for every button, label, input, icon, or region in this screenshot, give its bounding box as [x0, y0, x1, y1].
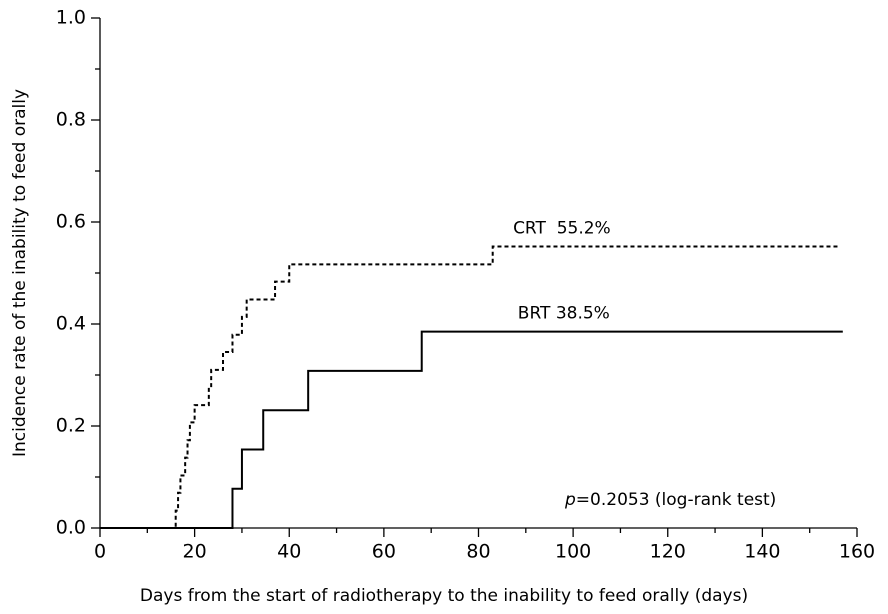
x-axis-title: Days from the start of radiotherapy to t…	[140, 586, 748, 606]
step-line	[100, 330, 843, 529]
step-line	[100, 245, 839, 529]
y-tick-label: 0.4	[56, 313, 86, 335]
y-tick-label: 0.6	[56, 211, 86, 233]
x-tick-label: 40	[277, 541, 301, 563]
x-tick-label: 120	[650, 541, 686, 563]
y-tick-label: 1.0	[56, 7, 86, 29]
x-tick-label: 80	[466, 541, 490, 563]
x-tick-label: 140	[744, 541, 780, 563]
y-tick-label: 0.0	[56, 517, 86, 539]
y-tick-label: 0.2	[56, 415, 86, 437]
series-label: BRT 38.5%	[518, 304, 610, 324]
x-tick-label: 60	[372, 541, 396, 563]
annotation-text: =0.2053 (log-rank test)	[576, 490, 777, 510]
y-axis-title: Incidence rate of the inability to feed …	[10, 89, 30, 457]
annotation: p=0.2053 (log-rank test)	[564, 490, 776, 510]
x-tick-label: 160	[839, 541, 875, 563]
y-tick-label: 0.8	[56, 109, 86, 131]
annotation-italic: p	[564, 490, 576, 510]
x-tick-label: 0	[94, 541, 106, 563]
series-label: CRT 55.2%	[513, 218, 611, 238]
x-tick-label: 100	[555, 541, 591, 563]
x-tick-label: 20	[183, 541, 207, 563]
